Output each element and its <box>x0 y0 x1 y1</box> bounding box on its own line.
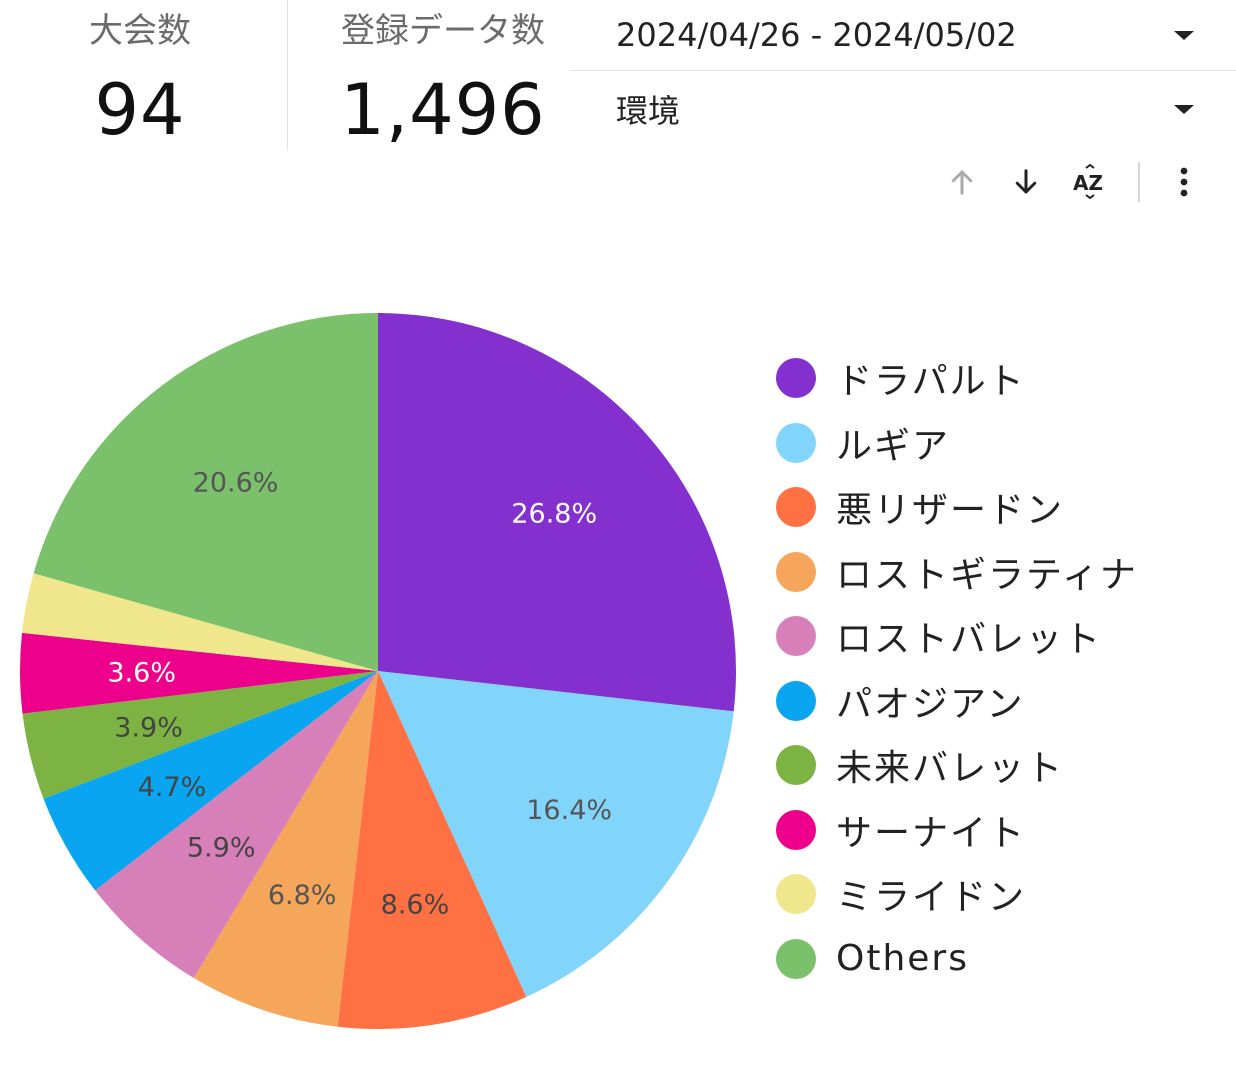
legend-swatch <box>776 938 816 979</box>
chart-legend: ドラパルトルギア悪リザードンロストギラティナ ロストバレット パオジアン未来バレット… <box>776 346 1138 991</box>
slice-data-label: 3.9% <box>114 713 183 744</box>
date-range-value: 2024/04/26 - 2024/05/02 <box>616 16 1017 54</box>
slice-data-label: 4.7% <box>138 772 207 803</box>
legend-swatch <box>776 551 816 592</box>
legend-label: ロストバレット <box>836 619 1103 661</box>
kpi-registered-data-count: 登録データ数 1,496 <box>318 0 568 154</box>
slice-data-label: 6.8% <box>268 880 337 911</box>
legend-label: パオジアン <box>836 683 1025 725</box>
legend-item[interactable]: ロストギラティナ <box>776 540 1138 605</box>
date-range-dropdown[interactable]: 2024/04/26 - 2024/05/02 <box>570 0 1236 71</box>
legend-label: ミライドン <box>836 877 1027 919</box>
pie-slice-7[interactable] <box>22 671 378 799</box>
kpi-label: 大会数 <box>89 11 191 51</box>
legend-item[interactable]: パオジアン <box>776 669 1138 734</box>
kpi-tournament-count: 大会数 94 <box>40 0 240 154</box>
legend-item[interactable]: 悪リザードン <box>776 475 1138 540</box>
legend-item[interactable]: ルギア <box>776 411 1138 476</box>
legend-swatch <box>776 680 816 721</box>
legend-item[interactable]: サーナイト <box>776 798 1138 863</box>
legend-item[interactable]: ミライドン <box>776 862 1138 927</box>
slice-data-label: 16.4% <box>526 795 612 826</box>
pie-chart: 26.8% 16.4% 8.6% 6.8% 5.9% 4.7% 3.9% 3.6% 20.6% <box>19 313 737 1029</box>
pie-slice-2[interactable] <box>378 671 734 997</box>
toolbar-divider <box>1138 162 1140 202</box>
sort-az-icon[interactable]: AZ <box>1068 160 1112 204</box>
kpi-value: 94 <box>94 69 186 151</box>
slice-data-label: 20.6% <box>193 467 279 498</box>
legend-swatch <box>776 616 816 657</box>
legend-label: ロストギラティナ <box>836 554 1138 596</box>
legend-item[interactable]: ロストバレット <box>776 604 1138 669</box>
kpi-value: 1,496 <box>340 69 546 151</box>
pie-slice-4[interactable] <box>193 671 378 1027</box>
pie-slice-10[interactable] <box>33 313 379 671</box>
more-vert-icon[interactable] <box>1162 160 1206 204</box>
pie-slice-1[interactable] <box>378 313 737 712</box>
legend-swatch <box>776 422 816 463</box>
legend-label: 未来バレット <box>836 748 1065 790</box>
sort-az-text: AZ <box>1073 171 1103 195</box>
legend-item[interactable]: 未来バレット <box>776 733 1138 798</box>
pie-slice-8[interactable] <box>19 632 378 714</box>
environment-dropdown[interactable]: 環境 <box>570 74 1236 144</box>
slice-data-label: 8.6% <box>381 889 450 920</box>
legend-label: 悪リザードン <box>836 490 1065 532</box>
legend-swatch <box>776 745 816 786</box>
arrow-up-icon[interactable] <box>940 160 984 204</box>
legend-label: ルギア <box>836 425 951 467</box>
pie-slice-6[interactable] <box>43 671 378 891</box>
pie-slice-5[interactable] <box>95 671 378 978</box>
slice-data-label: 5.9% <box>187 833 256 864</box>
legend-item[interactable]: Others <box>776 927 1138 992</box>
caret-down-icon <box>1174 30 1194 40</box>
legend-swatch <box>776 358 816 399</box>
legend-label: ドラパルト <box>836 361 1026 403</box>
pie-slice-9[interactable] <box>22 573 379 671</box>
legend-label: サーナイト <box>836 812 1027 854</box>
divider <box>287 0 288 150</box>
legend-swatch <box>776 809 816 850</box>
pie-slice-3[interactable] <box>337 671 527 1029</box>
slice-data-label: 26.8% <box>511 499 597 530</box>
caret-down-icon <box>1174 104 1194 114</box>
legend-item[interactable]: ドラパルト <box>776 346 1138 411</box>
environment-value: 環境 <box>616 92 681 130</box>
slice-data-label: 3.6% <box>107 657 176 688</box>
legend-swatch <box>776 874 816 915</box>
legend-label: Others <box>836 938 969 980</box>
chart-toolbar: AZ <box>940 160 1226 204</box>
legend-swatch <box>776 487 816 528</box>
arrow-down-icon[interactable] <box>1004 160 1048 204</box>
kpi-label: 登録データ数 <box>341 11 545 51</box>
